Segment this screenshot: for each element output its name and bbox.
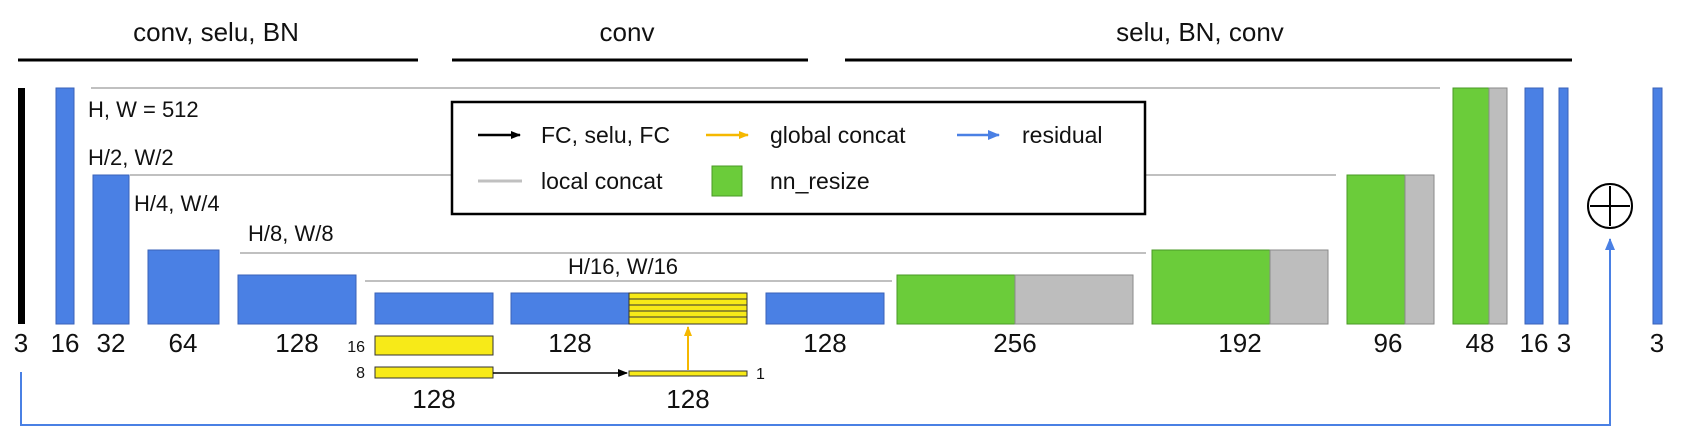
decoder-resize-96 [1346, 174, 1406, 325]
encoder-block-64 [147, 249, 220, 325]
encoder-block-16 [55, 87, 75, 325]
channel-label-128: 128 [275, 328, 318, 358]
decoder-concat-48 [1488, 87, 1508, 325]
channel-label-16: 16 [51, 328, 80, 358]
legend-label-local-concat: local concat [541, 168, 663, 194]
decoder-resize-48 [1452, 87, 1490, 325]
middle-block-b [510, 292, 630, 325]
encoder-blocks [18, 87, 357, 325]
channel-label-48: 48 [1466, 328, 1495, 358]
channel-label-output: 3 [1650, 328, 1664, 358]
resolution-labels: H, W = 512 H/2, W/2 H/4, W/4 H/8, W/8 H/… [88, 97, 678, 279]
legend-nn-resize-swatch [711, 165, 743, 197]
resolution-label-eighth: H/8, W/8 [248, 221, 334, 246]
global-block-1 [628, 370, 748, 377]
channel-label-dec-3: 3 [1557, 328, 1571, 358]
input-image-bar [18, 88, 25, 324]
resolution-label-sixteenth: H/16, W/16 [568, 254, 678, 279]
section-label-middle: conv [600, 17, 655, 47]
section-headers: conv, selu, BN conv selu, BN, conv [18, 17, 1572, 62]
middle-block-a [374, 292, 494, 325]
middle-block-c [765, 292, 885, 325]
legend-label-fc: FC, selu, FC [541, 122, 670, 148]
channel-label-96: 96 [1374, 328, 1403, 358]
decoder-resize-192 [1151, 249, 1271, 325]
channel-label-input: 3 [14, 328, 28, 358]
channel-label-256: 256 [993, 328, 1036, 358]
legend-label-nn-resize: nn_resize [770, 168, 870, 194]
encoder-block-32 [92, 174, 130, 325]
decoder-concat-192 [1269, 249, 1329, 325]
global-res-label-16: 16 [347, 339, 365, 356]
global-features-block [628, 292, 748, 325]
legend-box [450, 100, 1147, 216]
residual-arrow [20, 238, 1615, 426]
decoder-block-16 [1524, 87, 1544, 325]
decoder-block-3 [1558, 87, 1569, 325]
section-label-encoder: conv, selu, BN [133, 17, 299, 47]
channel-label-32: 32 [97, 328, 126, 358]
channel-label-64: 64 [169, 328, 198, 358]
legend-label-residual: residual [1022, 122, 1103, 148]
global-channel-label-left: 128 [412, 384, 455, 414]
global-block-8 [374, 366, 494, 379]
section-label-decoder: selu, BN, conv [1116, 17, 1284, 47]
global-res-label-8: 8 [356, 365, 365, 382]
decoder-concat-256 [1014, 274, 1134, 325]
resolution-label-full: H, W = 512 [88, 97, 199, 122]
global-block-16 [374, 335, 494, 356]
channel-label-dec-16: 16 [1520, 328, 1549, 358]
legend: FC, selu, FC global concat residual loca… [450, 100, 1147, 216]
channel-label-middle-a: 128 [548, 328, 591, 358]
residual-connection [20, 183, 1633, 426]
global-branch: 16 8 1 128 128 [347, 326, 765, 414]
encoder-block-128 [237, 274, 357, 325]
resolution-label-half: H/2, W/2 [88, 145, 174, 170]
resolution-label-quarter: H/4, W/4 [134, 191, 220, 216]
global-res-label-1: 1 [756, 366, 765, 383]
add-icon [1587, 183, 1633, 229]
global-channel-label-right: 128 [666, 384, 709, 414]
output-block-3 [1652, 87, 1663, 325]
middle-blocks [374, 292, 885, 325]
channel-label-192: 192 [1218, 328, 1261, 358]
decoder-blocks [896, 87, 1663, 325]
channel-labels: 3 16 32 64 128 128 128 256 192 96 48 16 … [14, 328, 1664, 358]
channel-label-middle-b: 128 [803, 328, 846, 358]
decoder-concat-96 [1404, 174, 1435, 325]
decoder-resize-256 [896, 274, 1016, 325]
legend-label-global-concat: global concat [770, 122, 906, 148]
